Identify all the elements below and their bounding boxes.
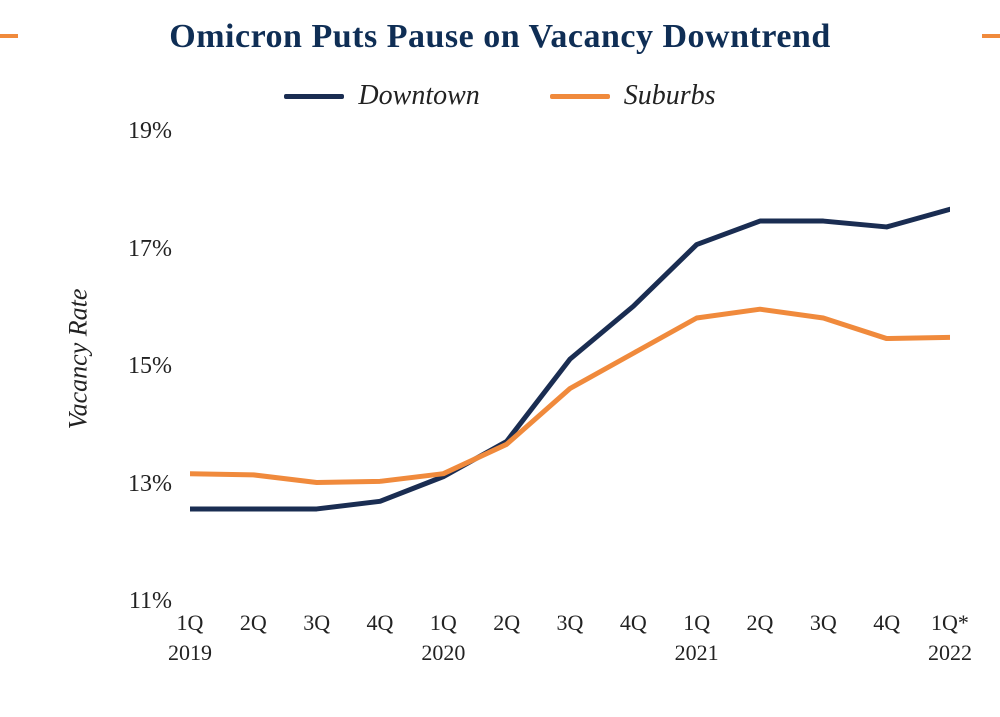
x-tick-quarter: 4Q <box>862 610 912 636</box>
series-line-suburbs <box>190 309 950 482</box>
legend-item-suburbs: Suburbs <box>550 80 716 112</box>
x-tick-quarter: 2Q <box>482 610 532 636</box>
x-tick-year: 2020 <box>403 640 483 666</box>
legend-label-suburbs: Suburbs <box>624 80 716 112</box>
x-tick-quarter: 4Q <box>608 610 658 636</box>
chart-lines-svg <box>190 130 950 600</box>
y-tick: 15% <box>128 353 172 380</box>
x-tick-quarter: 3Q <box>798 610 848 636</box>
x-tick-year: 2021 <box>657 640 737 666</box>
chart-title: Omicron Puts Pause on Vacancy Downtrend <box>0 18 1000 56</box>
x-tick-quarter: 1Q <box>672 610 722 636</box>
y-tick: 17% <box>128 236 172 263</box>
x-tick-year: 2022 <box>910 640 990 666</box>
x-tick-quarter: 4Q <box>355 610 405 636</box>
legend-swatch-suburbs <box>550 94 610 99</box>
x-tick-quarter: 2Q <box>228 610 278 636</box>
x-tick-quarter: 1Q <box>165 610 215 636</box>
x-tick-quarter: 1Q* <box>925 610 975 636</box>
plot-area: 11%13%15%17%19%1Q2Q3Q4Q1Q2Q3Q4Q1Q2Q3Q4Q1… <box>190 130 950 600</box>
legend-swatch-downtown <box>284 94 344 99</box>
x-tick-quarter: 3Q <box>292 610 342 636</box>
x-tick-quarter: 1Q <box>418 610 468 636</box>
legend-item-downtown: Downtown <box>284 80 479 112</box>
y-tick: 19% <box>128 118 172 145</box>
x-tick-quarter: 2Q <box>735 610 785 636</box>
x-tick-quarter: 3Q <box>545 610 595 636</box>
legend-label-downtown: Downtown <box>358 80 479 112</box>
chart-legend: Downtown Suburbs <box>0 80 1000 112</box>
y-axis-label: Vacancy Rate <box>63 288 93 429</box>
vacancy-chart: Omicron Puts Pause on Vacancy Downtrend … <box>0 0 1000 717</box>
series-line-downtown <box>190 209 950 509</box>
y-tick: 13% <box>128 471 172 498</box>
x-tick-year: 2019 <box>150 640 230 666</box>
